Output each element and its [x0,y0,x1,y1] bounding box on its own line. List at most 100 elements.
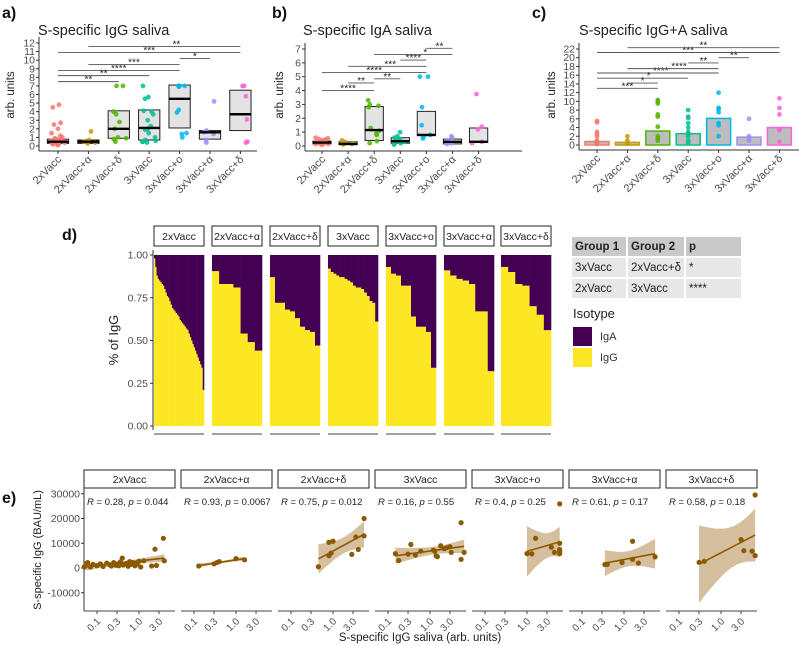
y-tick-label: 20 [563,52,575,64]
igg-bar-segment [180,321,183,426]
data-point [625,138,630,144]
iga-bar-segment [159,255,161,281]
iga-bar-segment [341,255,345,278]
box-2xVacc+δ [364,106,384,141]
igg-bar-segment [270,277,276,426]
iga-bar-segment [212,255,220,272]
iga-bar-segment [336,255,340,276]
facet-strip [665,469,758,489]
igg-bar-segment [450,275,457,426]
data-point [746,133,752,139]
significance-label: **** [671,62,687,73]
iga-bar-segment [219,255,227,285]
igg-bar-segment [178,316,180,426]
y-tick-label: 2 [569,131,575,143]
data-point [557,540,563,546]
iga-bar-segment [444,255,451,271]
facet-label: 3xVacc [404,474,438,486]
iga-bar-segment [280,255,286,303]
iga-bar-segment [164,255,166,290]
data-point [145,117,151,123]
iga-bar-segment [247,255,256,343]
y-tick-label: 3 [295,99,301,111]
y-tick-label: 8 [29,72,35,84]
data-point [245,139,250,145]
x-tick-label: 3.0 [633,616,651,634]
iga-bar-segment [165,255,168,293]
data-point [524,551,530,557]
data-point [152,546,158,552]
y-tick-label: 18 [563,61,575,73]
data-point [211,98,217,104]
iga-bar-segment [328,255,332,269]
panel-label: b) [272,5,287,22]
data-point [405,551,411,557]
data-point [138,564,144,570]
igg-bar-segment [501,266,509,426]
iga-bar-segment [375,255,379,322]
data-point [629,538,636,544]
facet-strip [500,225,552,247]
igg-bar-segment [162,285,165,426]
igg-bar-segment [456,278,464,426]
data-point [777,126,782,132]
chart-title: S-specific IgG+A saliva [579,23,729,39]
significance-label: ** [173,39,181,50]
correlation-label: R = 0.4, p = 0.25 [475,497,546,508]
y-tick-label: 6 [29,89,35,101]
iga-bar-segment [339,255,343,278]
iga-bar-segment [515,255,523,285]
iga-bar-segment [197,255,200,358]
y-tick-label: 0.00 [128,421,149,433]
significance-label: * [647,71,651,82]
correlation-label: R = 0.61, p = 0.17 [572,497,648,508]
igg-bar-segment [353,285,357,426]
igg-bar-segment [161,284,164,426]
iga-bar-segment [355,255,359,288]
igg-bar-segment [372,302,376,426]
y-tick-label: 4 [569,122,575,134]
data-point [479,124,485,129]
significance-label: ** [383,72,391,83]
data-point [594,118,600,124]
x-tick-label: 0.1 [280,616,298,634]
y-axis-label: S-specific IgG (BAU/mL) [32,490,44,610]
table-cell: 2xVacc [572,279,626,298]
data-point [182,83,188,89]
igg-bar-segment [177,314,179,426]
data-point [749,548,755,554]
y-tick-label: 0.50 [128,335,149,347]
facet-label: 3xVacc+o [495,474,541,486]
x-tick-label: 0.1 [668,616,686,634]
data-point [353,534,359,540]
iga-bar-segment [330,255,334,273]
iga-bar-segment [295,255,301,319]
data-point [115,135,121,140]
igg-bar-segment [391,273,397,426]
data-point [149,563,155,569]
significance-label: ** [700,56,708,67]
regression-line [526,541,560,553]
igg-bar-segment [240,333,249,426]
x-tick-label: 3.0 [245,616,263,634]
facet-label: 3xVacc [336,231,370,243]
data-point [738,536,744,543]
data-point [418,548,424,554]
y-tick-label: 12 [23,38,35,50]
panel-label: e) [2,490,16,507]
significance-label: * [423,48,427,59]
igg-bar-segment [182,323,184,426]
y-tick-label: 0.75 [128,292,149,304]
iga-bar-segment [195,255,197,351]
igg-bar-segment [166,296,169,426]
data-point [777,112,782,117]
data-point [152,135,158,140]
y-tick-label: 20000 [51,513,80,525]
data-point [50,104,56,110]
data-point [361,515,367,522]
igg-bar-segment [350,282,354,426]
iga-bar-segment [178,255,180,317]
igg-bar-segment [386,266,392,426]
